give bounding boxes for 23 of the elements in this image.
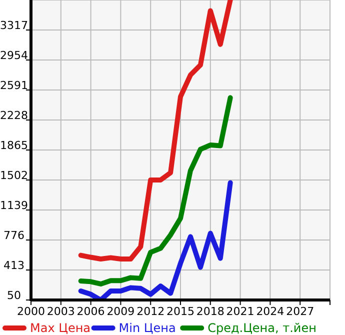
x-tick-label: 2006: [76, 305, 105, 318]
x-tick-label: 2027: [286, 305, 314, 318]
y-tick-label: 1865: [0, 138, 28, 152]
y-tick-label: 3317: [0, 18, 28, 32]
y-tick-label: 1139: [0, 198, 28, 212]
y-tick-label: 2954: [0, 48, 28, 62]
legend-label: Max Цена: [30, 321, 91, 335]
x-tick-label: 2015: [166, 305, 194, 318]
y-tick-label: 2591: [0, 78, 28, 92]
y-tick-label: 1502: [0, 168, 28, 182]
x-tick-label: 2000: [17, 305, 45, 318]
legend-label: Min Цена: [118, 321, 176, 335]
y-tick-label: 50: [7, 288, 21, 302]
y-tick-label: 2228: [0, 108, 28, 122]
x-tick-label: 2024: [256, 305, 284, 318]
x-tick-label: 2009: [106, 305, 135, 318]
x-tick-label: 2003: [46, 305, 75, 318]
y-tick-label: 413: [4, 258, 24, 272]
legend-label: Сред.Цена, т.йен: [208, 321, 316, 335]
x-tick-label: 2012: [136, 305, 165, 318]
y-tick-label: 776: [4, 228, 24, 242]
x-tick-label: 2021: [226, 305, 254, 318]
x-tick-label: 2018: [196, 305, 224, 318]
